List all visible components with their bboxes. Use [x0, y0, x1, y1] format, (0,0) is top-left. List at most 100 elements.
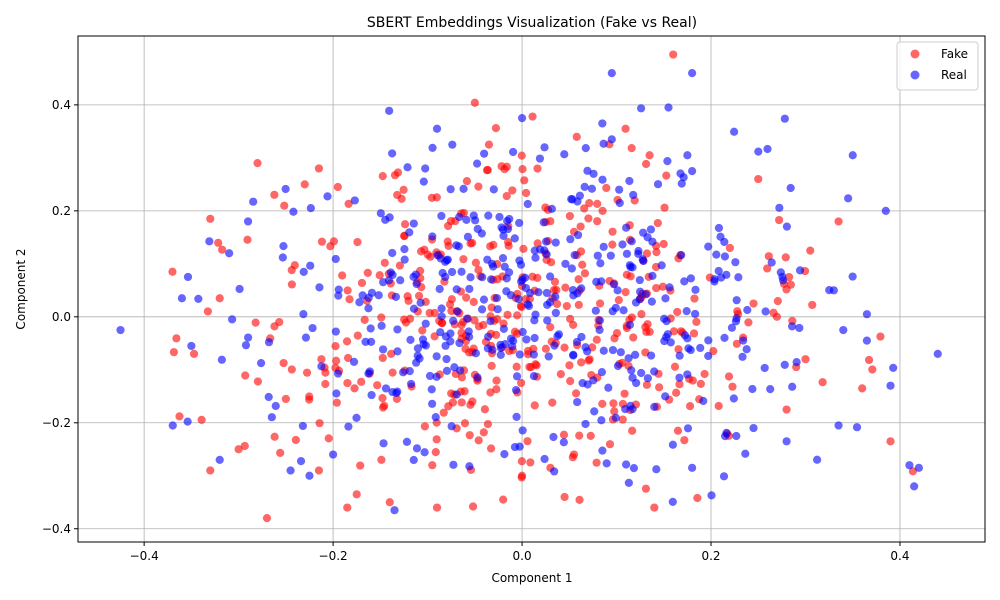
point-fake — [290, 261, 299, 270]
point-real — [782, 222, 792, 231]
point-real — [492, 293, 501, 303]
point-fake — [669, 327, 679, 336]
point-fake — [169, 348, 178, 357]
point-real — [488, 345, 497, 354]
point-real — [256, 359, 266, 368]
point-fake — [357, 278, 367, 288]
point-fake — [338, 271, 347, 280]
point-real — [364, 293, 373, 302]
point-real — [732, 431, 741, 441]
series-fake — [168, 50, 917, 523]
point-real — [639, 256, 648, 266]
point-fake — [503, 237, 513, 247]
point-real — [598, 175, 607, 184]
point-real — [540, 246, 549, 255]
point-real — [279, 241, 288, 251]
point-real — [419, 177, 428, 186]
point-real — [786, 183, 795, 193]
point-real — [437, 211, 446, 221]
point-real — [615, 185, 624, 194]
point-real — [479, 295, 489, 304]
point-real — [400, 245, 409, 254]
point-real — [595, 325, 604, 335]
point-fake — [565, 361, 574, 370]
point-real — [615, 198, 624, 208]
point-fake — [645, 151, 654, 160]
point-real — [378, 345, 388, 354]
point-fake — [578, 260, 587, 269]
point-real — [289, 207, 298, 216]
point-fake — [470, 98, 479, 107]
point-fake — [468, 502, 478, 511]
point-fake — [781, 253, 790, 262]
point-real — [449, 460, 458, 469]
point-fake — [321, 379, 330, 389]
point-real — [385, 213, 394, 222]
point-fake — [724, 372, 734, 381]
point-fake — [343, 378, 352, 388]
point-fake — [168, 267, 177, 276]
point-real — [409, 304, 419, 313]
point-fake — [576, 222, 585, 231]
point-real — [334, 291, 343, 300]
point-fake — [568, 453, 577, 462]
point-fake — [592, 335, 601, 344]
point-real — [459, 184, 468, 193]
point-fake — [331, 342, 340, 351]
point-fake — [818, 378, 827, 387]
point-real — [522, 335, 531, 344]
point-real — [550, 467, 559, 476]
point-fake — [586, 431, 595, 441]
point-real — [386, 268, 395, 277]
point-real — [602, 459, 611, 468]
point-fake — [378, 172, 387, 181]
point-real — [498, 225, 508, 234]
point-real — [627, 237, 636, 246]
point-fake — [773, 296, 782, 306]
point-fake — [326, 242, 335, 251]
point-fake — [763, 264, 772, 273]
point-real — [412, 358, 421, 367]
point-fake — [218, 245, 227, 254]
point-real — [570, 250, 579, 260]
point-fake — [439, 408, 448, 417]
point-fake — [652, 283, 661, 293]
point-real — [463, 232, 473, 241]
point-real — [498, 253, 508, 263]
point-real — [388, 387, 397, 397]
point-real — [688, 68, 697, 78]
point-fake — [287, 365, 296, 374]
x-axis-ticks: −0.4 −0.2 0.0 0.2 0.4 — [130, 542, 910, 563]
point-real — [495, 212, 504, 222]
point-real — [551, 308, 560, 317]
point-real — [400, 255, 409, 264]
point-real — [792, 358, 801, 367]
point-fake — [642, 249, 652, 258]
point-real — [517, 114, 527, 123]
point-real — [559, 438, 568, 447]
point-real — [665, 283, 674, 292]
point-fake — [480, 405, 490, 414]
point-fake — [523, 350, 533, 359]
point-real — [650, 367, 659, 376]
point-real — [442, 354, 451, 364]
x-tick-label: −0.2 — [319, 549, 348, 563]
point-fake — [387, 349, 396, 359]
point-real — [648, 271, 657, 280]
point-real — [731, 258, 740, 267]
point-fake — [749, 299, 758, 308]
point-fake — [380, 258, 389, 267]
point-fake — [782, 405, 791, 414]
point-real — [597, 367, 607, 377]
point-fake — [598, 399, 607, 408]
point-real — [298, 421, 307, 431]
point-fake — [609, 399, 618, 408]
point-fake — [344, 199, 353, 208]
point-real — [409, 272, 418, 281]
point-real — [889, 363, 898, 372]
point-fake — [593, 217, 602, 226]
x-tick-label: 0.0 — [513, 549, 532, 563]
point-real — [650, 402, 659, 411]
point-fake — [426, 252, 435, 261]
point-real — [432, 372, 441, 381]
